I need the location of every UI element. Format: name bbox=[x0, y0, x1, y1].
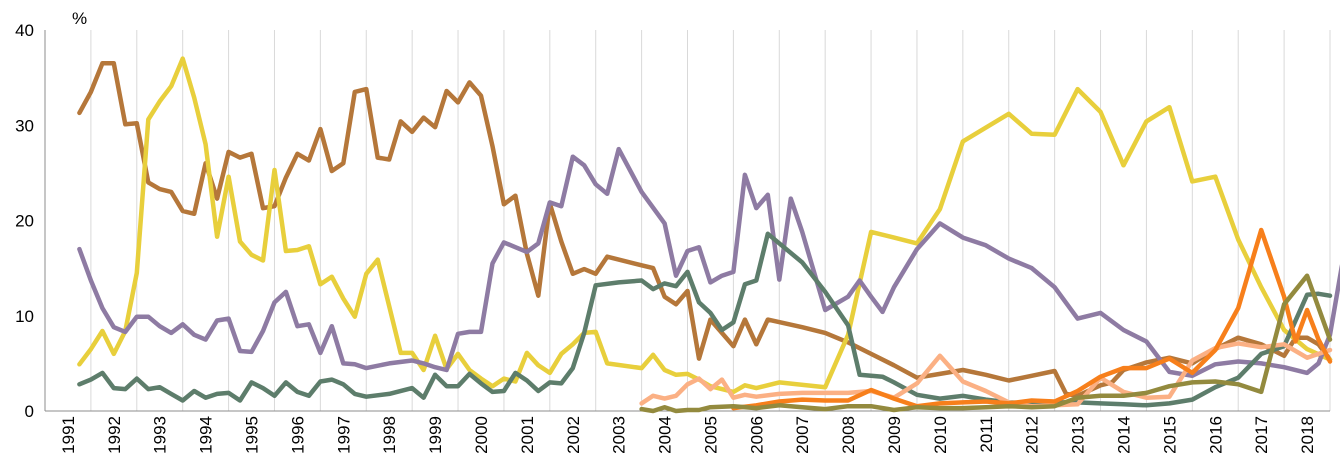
y-tick-label: 20 bbox=[15, 212, 34, 231]
x-tick-labels: 1991 1992 1993 1994 1995 1996 1997 1998 1999 2000… bbox=[59, 416, 1317, 454]
series-lines bbox=[77, 56, 1340, 414]
x-tick-label: 2004 bbox=[656, 416, 675, 454]
x-tick-label: 1992 bbox=[105, 416, 124, 454]
x-tick-label: 1991 bbox=[59, 416, 78, 454]
series-line-4 bbox=[77, 231, 1333, 408]
series-line-3 bbox=[77, 146, 1340, 379]
x-tick-label: 2014 bbox=[1114, 416, 1133, 454]
x-tick-label: 2006 bbox=[747, 416, 766, 454]
series-line-2 bbox=[77, 56, 1333, 395]
x-tick-label: 1994 bbox=[197, 416, 216, 454]
x-tick-label: 2011 bbox=[977, 416, 996, 453]
series-line-6 bbox=[731, 227, 1333, 411]
x-tick-label: 2015 bbox=[1160, 416, 1179, 454]
x-tick-label: 1993 bbox=[151, 416, 170, 454]
x-tick-label: 2016 bbox=[1206, 416, 1225, 454]
x-tick-label: 2018 bbox=[1298, 416, 1317, 454]
x-tick-label: 2010 bbox=[931, 416, 950, 454]
y-tick-label: 40 bbox=[15, 21, 34, 40]
x-tick-label: 1999 bbox=[426, 416, 445, 454]
unit-label: % bbox=[72, 9, 87, 28]
x-tick-label: 2012 bbox=[1023, 416, 1042, 454]
x-tick-label: 2003 bbox=[610, 416, 629, 454]
x-tick-label: 2017 bbox=[1252, 416, 1271, 454]
y-tick-labels: 0 10 20 30 40 bbox=[15, 21, 34, 421]
x-tick-label: 2009 bbox=[885, 416, 904, 454]
y-tick-label: 10 bbox=[15, 307, 34, 326]
x-tick-label: 2007 bbox=[793, 416, 812, 454]
x-tick-label: 2000 bbox=[472, 416, 491, 454]
x-tick-label: 2005 bbox=[701, 416, 720, 454]
x-tick-label: 1998 bbox=[380, 416, 399, 454]
y-tick-label: 30 bbox=[15, 116, 34, 135]
x-tick-label: 2008 bbox=[839, 416, 858, 454]
x-tick-label: 2002 bbox=[564, 416, 583, 454]
x-tick-label: 2013 bbox=[1069, 416, 1088, 454]
x-tick-label: 1995 bbox=[243, 416, 262, 454]
x-tick-label: 1996 bbox=[288, 416, 307, 454]
series-line-7 bbox=[639, 273, 1333, 414]
y-tick-label: 0 bbox=[25, 402, 34, 421]
x-tick-label: 1997 bbox=[334, 416, 353, 454]
vertical-grid bbox=[90, 30, 1331, 411]
x-tick-label: 2001 bbox=[518, 416, 537, 454]
